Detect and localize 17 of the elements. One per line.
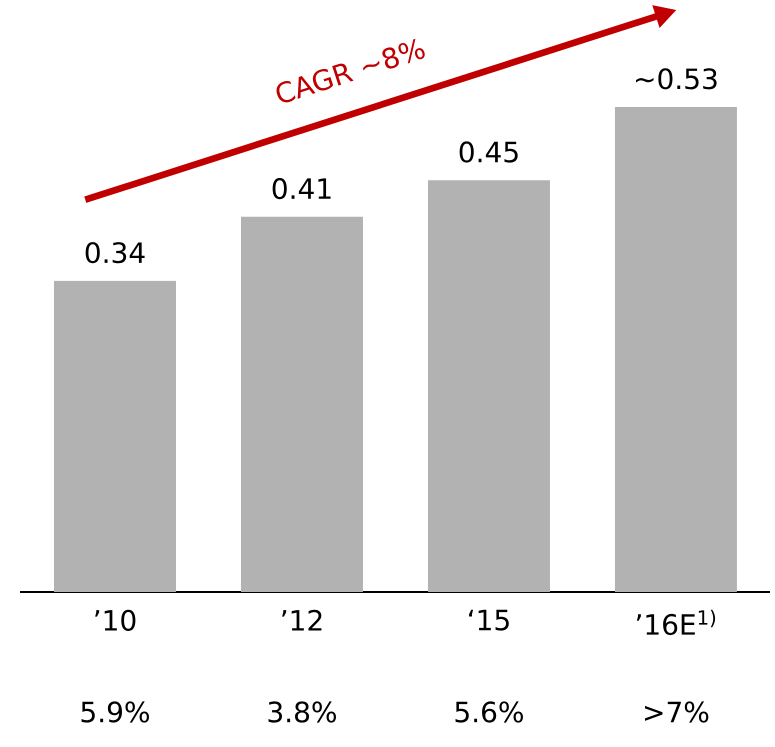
text: 5.9%: [82, 701, 149, 723]
bar: [614, 106, 737, 592]
bar: [54, 280, 176, 592]
text: >7%: [644, 701, 708, 723]
data-label: 0.41: [272, 178, 331, 200]
data-label: ~0.53: [636, 68, 717, 90]
x-tick-label: ’16E$^{1)}$: [636, 610, 716, 636]
data-label: 0.45: [460, 141, 518, 163]
x-tick-label: ’12: [282, 610, 322, 631]
text: 5.6%: [456, 701, 523, 723]
data-label: 0.34: [86, 242, 145, 264]
bar: [428, 180, 550, 592]
x-tick-label: ’10: [95, 610, 136, 631]
text: 3.8%: [268, 701, 336, 723]
bar: [240, 216, 363, 592]
text: CAGR ~8%: [276, 38, 425, 102]
x-tick-label: ‘15: [469, 610, 509, 631]
